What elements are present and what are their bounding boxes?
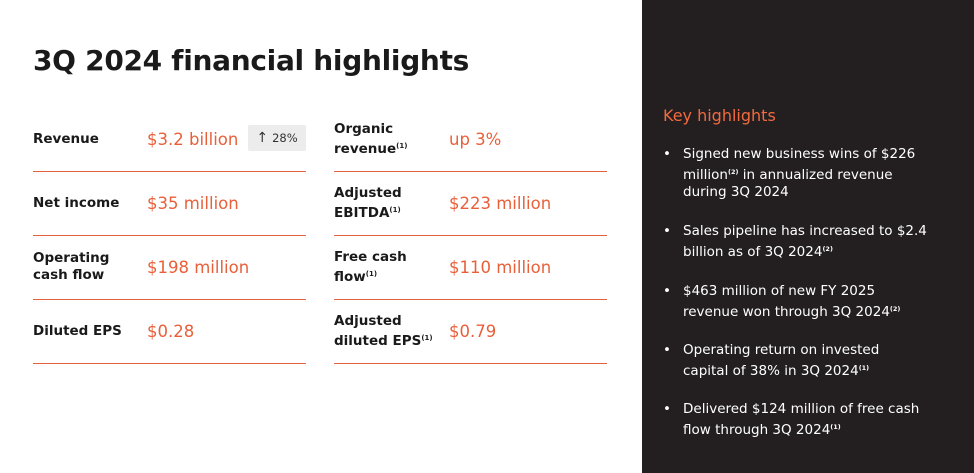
up-arrow-icon: ↑ [256, 130, 269, 146]
metric-label: Free cash flow(1) [334, 248, 407, 285]
bullet-icon: • [663, 283, 671, 299]
metric-value: $198 million [147, 257, 250, 277]
metric-label: Adjusted diluted EPS(1) [334, 312, 433, 349]
metric-label: Organic revenue(1) [334, 120, 408, 157]
metric-diluted-eps: Diluted EPS $0.28 [33, 299, 306, 364]
metric-label: Net income [33, 194, 120, 211]
bullet-icon: • [663, 223, 671, 239]
key-highlights-panel: Key highlights • Signed new business win… [642, 0, 974, 473]
metric-label: Adjusted EBITDA(1) [334, 184, 402, 221]
metric-value: up 3% [449, 129, 502, 149]
metric-adjusted-ebitda: Adjusted EBITDA(1) $223 million [334, 171, 607, 236]
metric-free-cash-flow: Free cash flow(1) $110 million [334, 235, 607, 300]
metric-revenue: Revenue $3.2 billion ↑ 28% [33, 107, 306, 172]
financials-panel: 3Q 2024 financial highlights Revenue $3.… [33, 44, 607, 364]
metric-adjusted-diluted-eps: Adjusted diluted EPS(1) $0.79 [334, 299, 607, 364]
page-title: 3Q 2024 financial highlights [33, 44, 470, 77]
bullet-icon: • [663, 146, 671, 162]
metric-value: $110 million [449, 257, 552, 277]
metric-value: $3.2 billion [147, 129, 239, 149]
metric-label: Diluted EPS [33, 322, 122, 339]
bullet-icon: • [663, 401, 671, 417]
metric-organic-revenue: Organic revenue(1) up 3% [334, 107, 607, 172]
metric-value: $223 million [449, 193, 552, 213]
metric-label: Revenue [33, 130, 99, 147]
growth-percent: 28% [272, 131, 298, 145]
bullet-icon: • [663, 342, 671, 358]
metric-label: Operating cash flow [33, 250, 110, 283]
metric-operating-cash-flow: Operating cash flow $198 million [33, 235, 306, 300]
metric-value: $0.28 [147, 321, 195, 341]
metric-value: $0.79 [449, 321, 497, 341]
metric-net-income: Net income $35 million [33, 171, 306, 236]
metric-value: $35 million [147, 193, 239, 213]
key-highlights-title: Key highlights [663, 106, 776, 125]
growth-badge: ↑ 28% [248, 125, 306, 151]
